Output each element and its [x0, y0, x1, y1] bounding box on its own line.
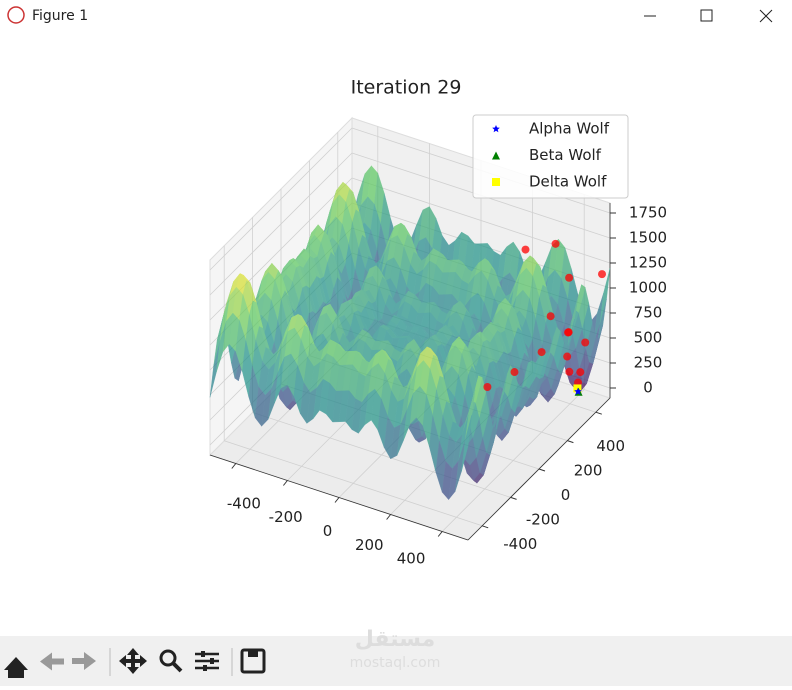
y-tick: [482, 525, 489, 529]
grid-line: [209, 152, 353, 296]
x-tick: [283, 480, 288, 486]
surface-cell: [461, 415, 472, 472]
wolf-point: [581, 338, 590, 347]
maximize-button[interactable]: [700, 9, 713, 22]
grid-line: [252, 412, 511, 498]
legend: [472, 114, 629, 199]
wolf-point: [546, 312, 555, 321]
watermark-url: mostaql.com: [350, 655, 441, 671]
x-tick-label: -200: [269, 508, 303, 526]
wolf-point: [563, 352, 572, 361]
x-tick: [386, 514, 391, 520]
surface: [209, 165, 611, 501]
wolf-point: [564, 328, 573, 337]
y-tick-label: 400: [596, 437, 625, 455]
y-tick-label: 200: [574, 461, 603, 479]
close-button[interactable]: [759, 9, 773, 23]
x-tick: [231, 463, 237, 469]
watermark: مستقل: [355, 627, 435, 652]
wolf-point: [483, 383, 492, 391]
legend-marker: [492, 125, 500, 133]
grid-line: [351, 177, 611, 264]
forward-button[interactable]: [72, 652, 96, 670]
z-tick-label: 1250: [629, 254, 667, 272]
z-tick-label: 500: [634, 329, 663, 347]
wolf-point: [576, 368, 585, 377]
wolf-point: [521, 245, 530, 254]
x-tick: [334, 497, 340, 503]
title-bar: [0, 0, 792, 35]
legend-label: Alpha Wolf: [529, 120, 610, 138]
app-icon: [7, 6, 25, 24]
z-tick-label: 750: [634, 304, 663, 322]
wolf-point: [565, 367, 574, 376]
z-tick-label: 250: [634, 354, 663, 372]
x-tick: [437, 531, 443, 537]
window-title: Figure 1: [32, 8, 88, 24]
x-tick-label: 400: [397, 550, 426, 568]
y-tick-label: -400: [503, 535, 537, 553]
legend-label: Delta Wolf: [529, 173, 607, 191]
legend-marker: [492, 151, 500, 160]
z-tick-label: 1500: [629, 229, 667, 247]
wolf-point: [565, 273, 574, 282]
wolf-point: [537, 348, 546, 357]
wolf-point: [598, 270, 606, 279]
y-tick-label: -200: [526, 511, 560, 529]
zoom-button[interactable]: [159, 649, 177, 667]
chart-title: Iteration 29: [351, 77, 462, 99]
back-button[interactable]: [40, 652, 64, 671]
y-tick: [538, 468, 546, 472]
pan-button[interactable]: [119, 648, 147, 674]
x-tick-label: -400: [227, 494, 261, 512]
z-tick-label: 1750: [629, 204, 667, 222]
y-tick: [567, 440, 574, 444]
y-tick: [510, 496, 517, 500]
y-tick-label: 0: [561, 486, 571, 504]
wolf-point: [574, 387, 582, 395]
x-tick-label: 200: [355, 536, 384, 554]
wolf-point: [551, 239, 560, 248]
z-tick-label: 0: [643, 379, 653, 397]
x-tick-label: 0: [323, 522, 333, 540]
wolf-point: [510, 368, 519, 377]
legend-marker: [492, 178, 500, 186]
legend-label: Beta Wolf: [529, 146, 602, 164]
y-tick: [595, 411, 602, 415]
z-tick-label: 1000: [629, 279, 667, 297]
grid-line: [209, 127, 353, 271]
home-button[interactable]: [4, 657, 28, 678]
wolf-point: [573, 384, 582, 393]
grid-line: [224, 440, 483, 527]
